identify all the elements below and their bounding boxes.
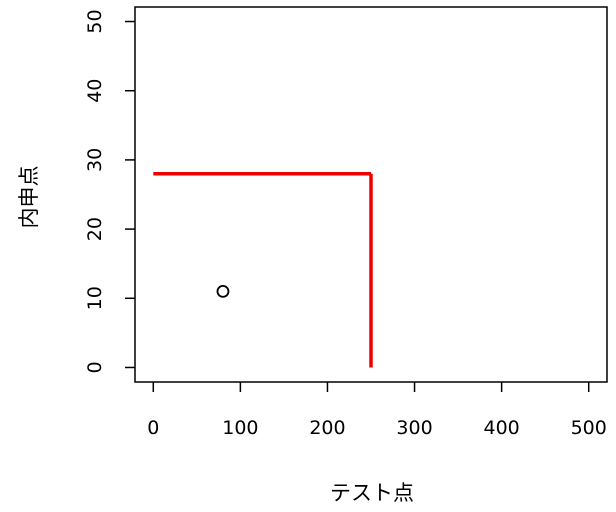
x-tick-label: 100 <box>222 417 258 439</box>
data-point <box>216 284 230 298</box>
y-axis-label: 内申点 <box>17 166 41 229</box>
y-tick-label: 30 <box>84 148 106 172</box>
x-tick-label: 400 <box>483 417 519 439</box>
x-tick-label: 500 <box>571 417 607 439</box>
plot-frame <box>134 6 608 383</box>
y-tick-label: 10 <box>84 286 106 310</box>
y-tick-label: 40 <box>84 79 106 103</box>
x-tick-label: 0 <box>147 417 159 439</box>
threshold-lines <box>153 171 373 368</box>
y-axis: 0 10 20 30 40 50 <box>84 9 135 374</box>
y-tick-label: 50 <box>84 9 106 33</box>
y-tick-label: 20 <box>84 217 106 241</box>
x-tick-label: 200 <box>309 417 345 439</box>
x-axis: 0 100 200 300 400 500 <box>147 382 607 439</box>
data-points <box>216 284 230 298</box>
x-tick-label: 300 <box>396 417 432 439</box>
y-tick-label: 0 <box>84 361 106 373</box>
x-axis-label: テスト点 <box>330 481 414 505</box>
